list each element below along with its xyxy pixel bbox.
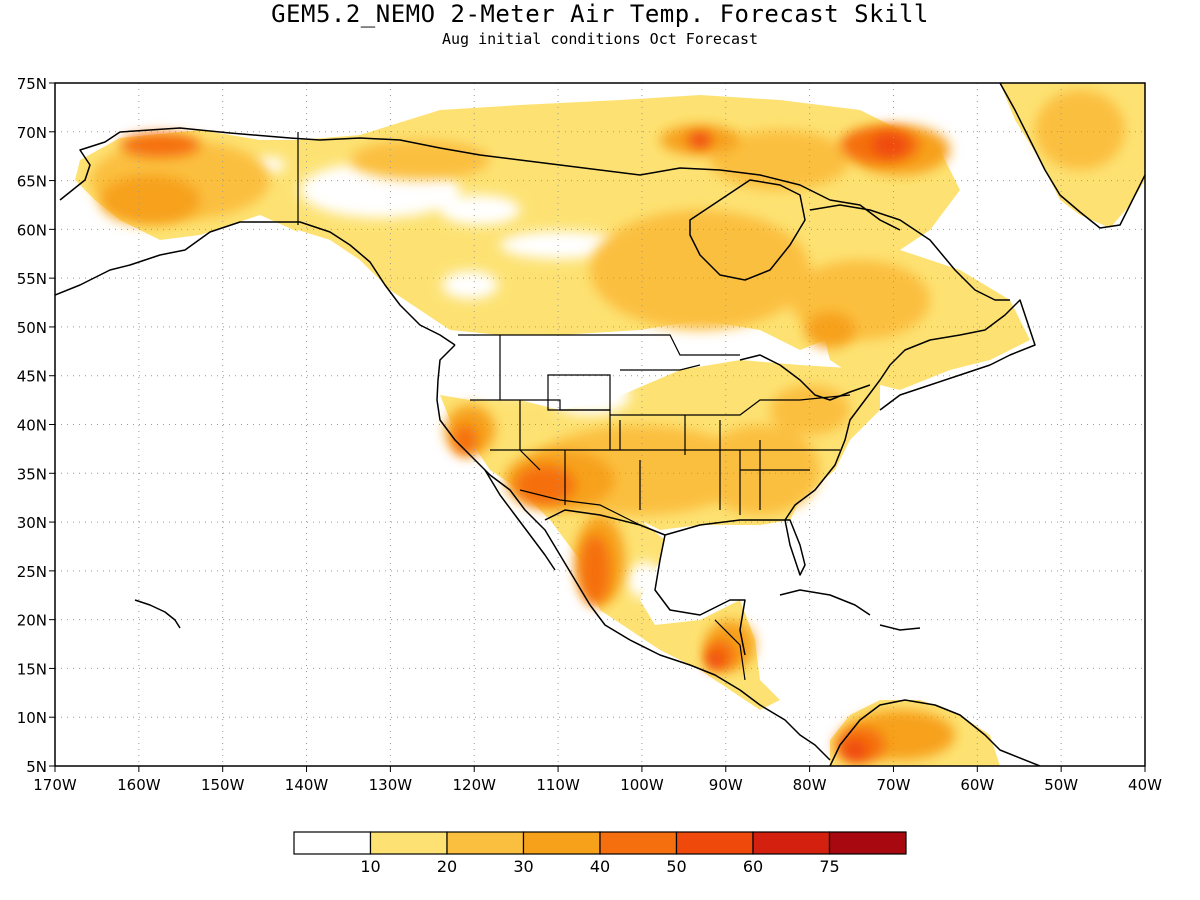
colorbar-swatch [675,831,754,855]
colorbar-label: 30 [513,857,533,876]
lon-tick-label: 40W [1128,776,1162,794]
lat-tick-label: 30N [17,514,47,532]
lon-tick-label: 150W [201,776,245,794]
lon-tick-label: 50W [1044,776,1078,794]
lon-tick-label: 170W [33,776,77,794]
coastlines [55,83,1145,766]
colorbar-label: 40 [590,857,610,876]
lat-tick-label: 25N [17,563,47,581]
lon-tick-label: 100W [620,776,664,794]
map-title: GEM5.2_NEMO 2-Meter Air Temp. Forecast S… [271,0,929,28]
colorbar-label: 20 [437,857,457,876]
lat-tick-label: 65N [17,173,47,191]
colorbar-swatch [828,831,907,855]
colorbar-swatch [752,831,831,855]
lat-tick-label: 55N [17,270,47,288]
colorbar: 10 20 30 40 50 60 75 [293,831,907,876]
lon-tick-label: 90W [709,776,743,794]
colorbar-swatch [522,831,601,855]
lat-tick-label: 50N [17,319,47,337]
colorbar-label: 10 [360,857,380,876]
skill-shading [75,83,1145,766]
colorbar-swatch [599,831,678,855]
lon-tick-label: 130W [369,776,413,794]
lon-tick-label: 140W [285,776,329,794]
lon-tick-label: 160W [117,776,161,794]
lat-lon-grid: 75N 70N 65N 60N 55N 50N 45N 40N 35N 30N 25N 20N 15N 1… [17,75,1162,794]
lat-tick-label: 10N [17,709,47,727]
colorbar-label: 75 [819,857,839,876]
lat-tick-label: 15N [17,660,47,678]
lat-tick-label: 20N [17,612,47,630]
map-subtitle: Aug initial conditions Oct Forecast [441,30,759,48]
lat-tick-label: 60N [17,221,47,239]
political-borders [297,132,851,681]
lon-tick-label: 110W [536,776,580,794]
colorbar-label: 60 [743,857,763,876]
colorbar-label: 50 [666,857,686,876]
lat-tick-label: 5N [26,758,47,776]
colorbar-swatch [293,831,372,855]
lat-tick-label: 35N [17,465,47,483]
colorbar-swatch [446,831,525,855]
colorbar-swatch [369,831,448,855]
lat-tick-label: 70N [17,124,47,142]
lon-tick-label: 120W [452,776,496,794]
lon-tick-label: 70W [877,776,911,794]
lat-tick-label: 75N [17,75,47,93]
lat-tick-label: 40N [17,417,47,435]
map-frame [54,82,1146,767]
lat-tick-label: 45N [17,368,47,386]
lon-tick-label: 80W [793,776,827,794]
lon-tick-label: 60W [960,776,994,794]
